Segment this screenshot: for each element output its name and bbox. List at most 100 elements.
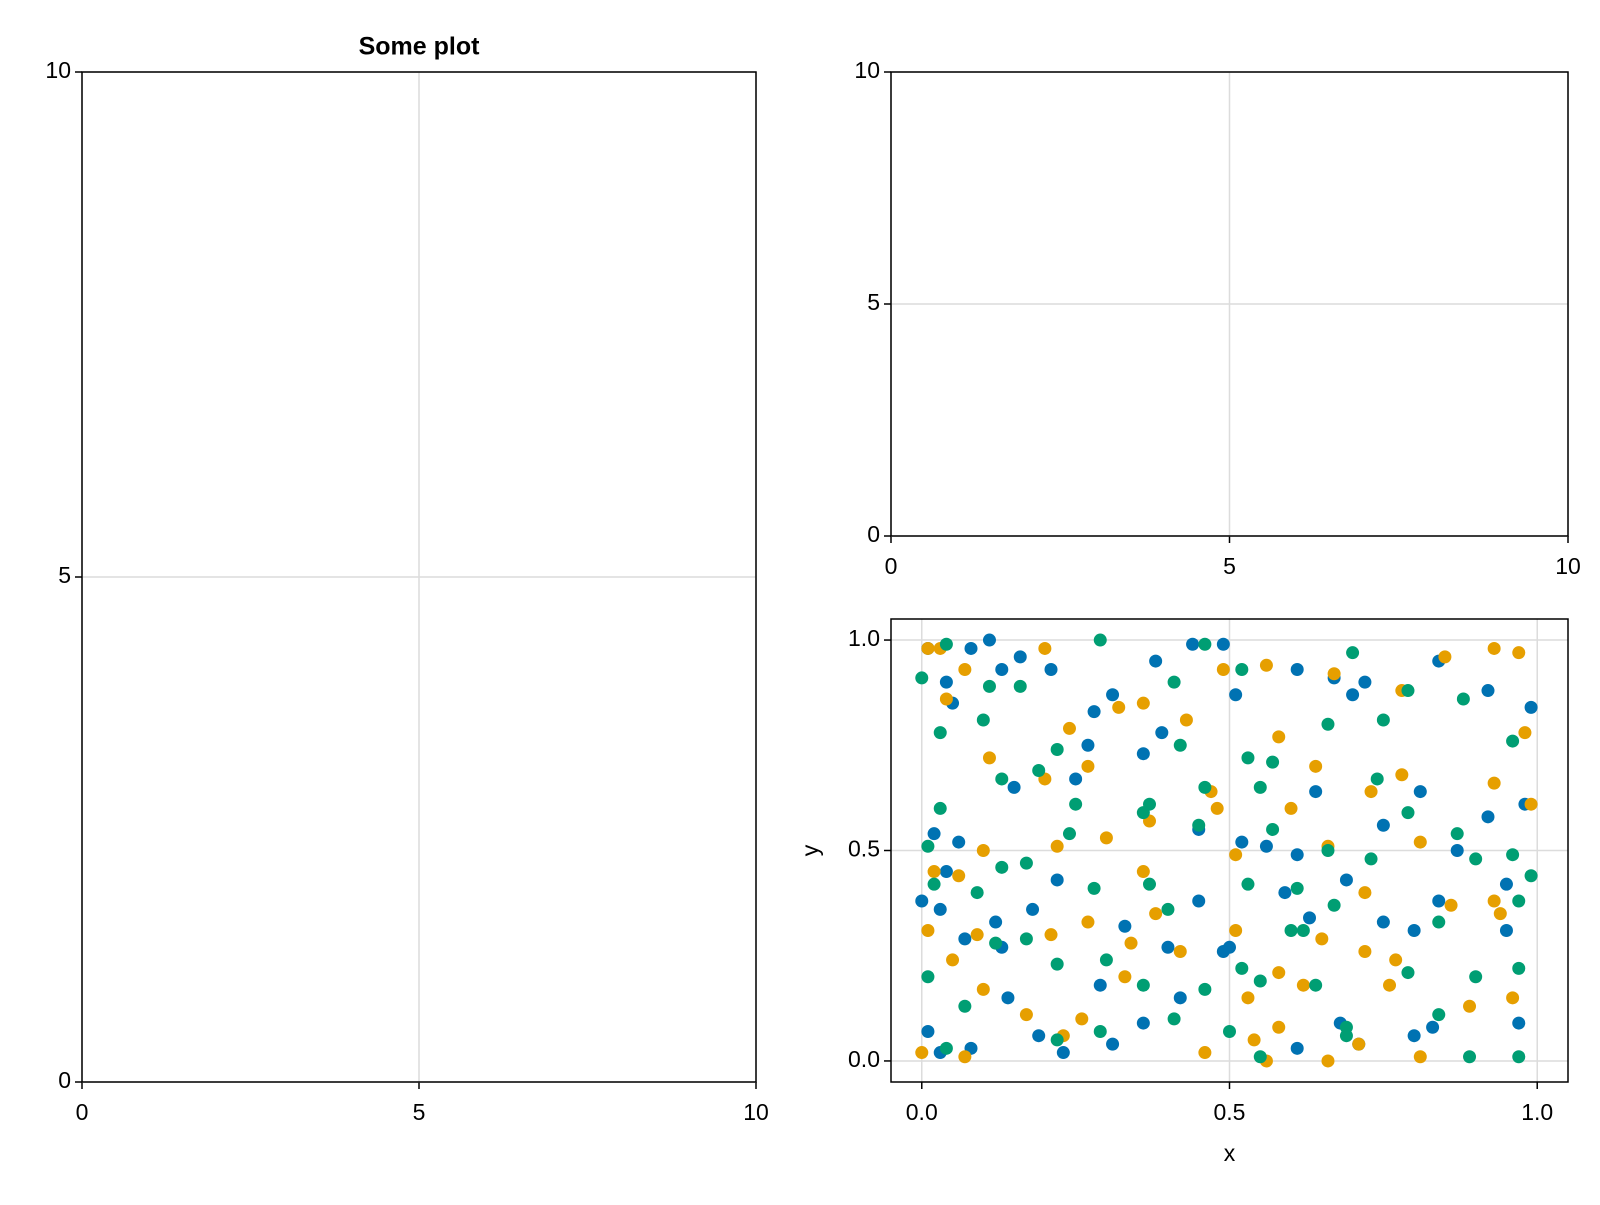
scatter-point bbox=[1081, 738, 1095, 752]
scatter-point bbox=[958, 999, 972, 1013]
scatter-point bbox=[1001, 991, 1015, 1005]
x-tick-label: 5 bbox=[413, 1099, 426, 1125]
scatter-point bbox=[982, 679, 996, 693]
scatter-point bbox=[933, 902, 947, 916]
scatter-point bbox=[1186, 637, 1200, 651]
scatter-point bbox=[1389, 953, 1403, 967]
scatter-point bbox=[1075, 1012, 1089, 1026]
scatter-point bbox=[1149, 907, 1163, 921]
scatter-point bbox=[1038, 641, 1052, 655]
scatter-point bbox=[1309, 978, 1323, 992]
scatter-point bbox=[1463, 1050, 1477, 1064]
scatter-point bbox=[1198, 982, 1212, 996]
scatter-point bbox=[1518, 726, 1532, 740]
panel: 0 5 10 0 5 10 bbox=[854, 57, 1580, 579]
scatter-point bbox=[1266, 755, 1280, 769]
y-axis-label: y bbox=[797, 844, 823, 856]
scatter-point bbox=[915, 1046, 929, 1060]
scatter-point bbox=[1229, 848, 1243, 862]
y-tick-label: 5 bbox=[58, 562, 71, 588]
scatter-point bbox=[939, 675, 953, 689]
scatter-point bbox=[1106, 1037, 1120, 1051]
scatter-point bbox=[1296, 978, 1310, 992]
scatter-point bbox=[1426, 1020, 1440, 1034]
scatter-point bbox=[1321, 717, 1335, 731]
scatter-point bbox=[1512, 646, 1526, 660]
scatter-point bbox=[1118, 970, 1132, 984]
scatter-point bbox=[1069, 772, 1083, 786]
scatter-point bbox=[1093, 633, 1107, 647]
scatter-point bbox=[958, 663, 972, 677]
scatter-point bbox=[1136, 865, 1150, 879]
scatter-point bbox=[1210, 801, 1224, 815]
scatter-point bbox=[1512, 1050, 1526, 1064]
scatter-point bbox=[939, 692, 953, 706]
scatter-point bbox=[1081, 915, 1095, 929]
scatter-point bbox=[1401, 684, 1415, 698]
scatter-point bbox=[1438, 650, 1452, 664]
scatter-point bbox=[1161, 940, 1175, 954]
scatter-point bbox=[1136, 978, 1150, 992]
scatter-point bbox=[1081, 759, 1095, 773]
scatter-point bbox=[995, 860, 1009, 874]
scatter-point bbox=[927, 865, 941, 879]
scatter-point bbox=[1216, 637, 1230, 651]
scatter-point bbox=[1376, 713, 1390, 727]
y-tick-label: 1.0 bbox=[848, 625, 880, 651]
y-tick-label: 0 bbox=[58, 1067, 71, 1093]
scatter-point bbox=[1278, 886, 1292, 900]
scatter-point bbox=[1524, 869, 1538, 883]
scatter-point bbox=[1087, 705, 1101, 719]
scatter-point bbox=[1136, 747, 1150, 761]
scatter-point bbox=[1303, 911, 1317, 925]
scatter-point bbox=[1290, 1041, 1304, 1055]
scatter-point bbox=[1364, 785, 1378, 799]
scatter-point bbox=[1007, 780, 1021, 794]
scatter-point bbox=[1407, 1029, 1421, 1043]
scatter-point bbox=[952, 835, 966, 849]
scatter-point bbox=[927, 827, 941, 841]
scatter-point bbox=[1327, 898, 1341, 912]
scatter-point bbox=[1253, 780, 1267, 794]
x-tick-label: 0.0 bbox=[906, 1099, 938, 1125]
scatter-point bbox=[1309, 785, 1323, 799]
scatter-point bbox=[1173, 991, 1187, 1005]
scatter-point bbox=[921, 839, 935, 853]
scatter-point bbox=[1456, 692, 1470, 706]
scatter-point bbox=[976, 844, 990, 857]
scatter-point bbox=[1056, 1046, 1070, 1060]
scatter-point bbox=[1050, 1033, 1064, 1047]
scatter-point bbox=[1192, 818, 1206, 832]
scatter-point bbox=[1032, 1029, 1046, 1043]
scatter-point bbox=[1013, 679, 1027, 693]
scatter-point bbox=[1499, 923, 1513, 937]
scatter-point bbox=[982, 633, 996, 647]
scatter-point bbox=[1179, 713, 1193, 727]
scatter-point bbox=[1407, 923, 1421, 937]
scatter-point bbox=[1019, 932, 1033, 946]
scatter-point bbox=[1358, 945, 1372, 959]
scatter-point bbox=[939, 637, 953, 651]
scatter-point bbox=[939, 1041, 953, 1055]
scatter-point bbox=[976, 982, 990, 996]
x-tick-label: 10 bbox=[1555, 553, 1581, 579]
scatter-point bbox=[1469, 852, 1483, 866]
scatter-point bbox=[1284, 923, 1298, 937]
scatter-point bbox=[1247, 1033, 1261, 1047]
scatter-point bbox=[1229, 923, 1243, 937]
scatter-point bbox=[1321, 844, 1335, 857]
scatter-point bbox=[1321, 1054, 1335, 1068]
scatter-point bbox=[1259, 839, 1273, 853]
scatter-point bbox=[1118, 919, 1132, 933]
scatter-point bbox=[1112, 700, 1126, 714]
scatter-point bbox=[1019, 1008, 1033, 1022]
scatter-point bbox=[1383, 978, 1397, 992]
scatter-point bbox=[1050, 957, 1064, 971]
scatter-point bbox=[1062, 721, 1076, 735]
scatter-point bbox=[1401, 806, 1415, 820]
scatter-point bbox=[1149, 654, 1163, 668]
scatter-point bbox=[1290, 848, 1304, 862]
scatter-point bbox=[1315, 932, 1329, 946]
scatter-point bbox=[927, 877, 941, 891]
scatter-point bbox=[1272, 966, 1286, 980]
